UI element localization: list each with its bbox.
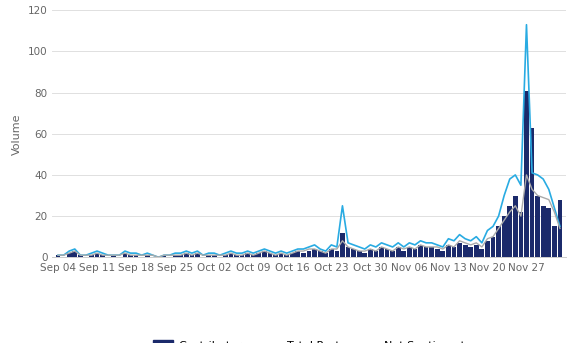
Bar bbox=[184, 253, 189, 257]
Bar bbox=[507, 206, 512, 257]
Bar bbox=[234, 255, 239, 257]
Bar bbox=[122, 253, 127, 257]
Bar bbox=[240, 255, 244, 257]
Bar bbox=[513, 196, 518, 257]
Bar bbox=[396, 247, 401, 257]
Bar bbox=[279, 253, 283, 257]
Bar bbox=[518, 212, 524, 257]
Bar bbox=[413, 249, 417, 257]
Bar bbox=[479, 249, 484, 257]
Bar bbox=[524, 91, 529, 257]
Bar bbox=[94, 253, 100, 257]
Bar bbox=[363, 253, 367, 257]
Bar bbox=[189, 255, 194, 257]
Bar bbox=[557, 200, 562, 257]
Bar bbox=[290, 253, 294, 257]
Bar bbox=[134, 255, 139, 257]
Bar bbox=[145, 255, 150, 257]
Bar bbox=[111, 255, 116, 257]
Bar bbox=[452, 247, 456, 257]
Bar bbox=[407, 247, 412, 257]
Bar bbox=[374, 251, 378, 257]
Bar bbox=[67, 253, 72, 257]
Bar bbox=[173, 255, 177, 257]
Bar bbox=[402, 251, 406, 257]
Bar bbox=[435, 249, 440, 257]
Bar bbox=[530, 128, 535, 257]
Bar bbox=[335, 251, 339, 257]
Bar bbox=[312, 249, 317, 257]
Bar bbox=[357, 251, 361, 257]
Bar bbox=[161, 255, 166, 257]
Bar bbox=[318, 251, 322, 257]
Bar bbox=[463, 245, 468, 257]
Bar bbox=[468, 247, 473, 257]
Bar bbox=[206, 255, 211, 257]
Bar bbox=[229, 253, 233, 257]
Bar bbox=[301, 253, 305, 257]
Bar bbox=[368, 249, 373, 257]
Bar bbox=[100, 255, 105, 257]
Bar bbox=[268, 253, 272, 257]
Bar bbox=[485, 241, 490, 257]
Bar bbox=[72, 251, 77, 257]
Bar bbox=[457, 243, 462, 257]
Bar bbox=[195, 253, 200, 257]
Bar bbox=[128, 255, 133, 257]
Bar bbox=[307, 251, 311, 257]
Bar bbox=[89, 255, 94, 257]
Bar bbox=[245, 253, 250, 257]
Bar bbox=[262, 251, 267, 257]
Bar bbox=[340, 233, 345, 257]
Bar bbox=[178, 255, 183, 257]
Bar bbox=[55, 255, 61, 257]
Bar bbox=[296, 251, 300, 257]
Bar bbox=[491, 237, 496, 257]
Bar bbox=[285, 255, 289, 257]
Bar bbox=[212, 255, 216, 257]
Bar bbox=[329, 249, 333, 257]
Bar bbox=[552, 226, 557, 257]
Bar bbox=[351, 249, 356, 257]
Bar bbox=[390, 251, 395, 257]
Bar bbox=[429, 247, 434, 257]
Bar bbox=[541, 206, 546, 257]
Bar bbox=[546, 208, 551, 257]
Bar bbox=[223, 255, 228, 257]
Bar bbox=[424, 247, 429, 257]
Bar bbox=[251, 255, 255, 257]
Bar bbox=[257, 253, 261, 257]
Legend: Contributors, Total Posts, Net Sentiment: Contributors, Total Posts, Net Sentiment bbox=[149, 335, 469, 343]
Bar bbox=[418, 245, 423, 257]
Bar bbox=[441, 251, 445, 257]
Bar bbox=[78, 255, 83, 257]
Bar bbox=[502, 216, 507, 257]
Bar bbox=[385, 249, 389, 257]
Y-axis label: Volume: Volume bbox=[12, 113, 22, 154]
Bar bbox=[346, 247, 350, 257]
Bar bbox=[535, 196, 540, 257]
Bar bbox=[446, 245, 451, 257]
Bar bbox=[273, 255, 278, 257]
Bar bbox=[496, 226, 501, 257]
Bar bbox=[324, 253, 328, 257]
Bar bbox=[474, 245, 479, 257]
Bar bbox=[379, 247, 384, 257]
